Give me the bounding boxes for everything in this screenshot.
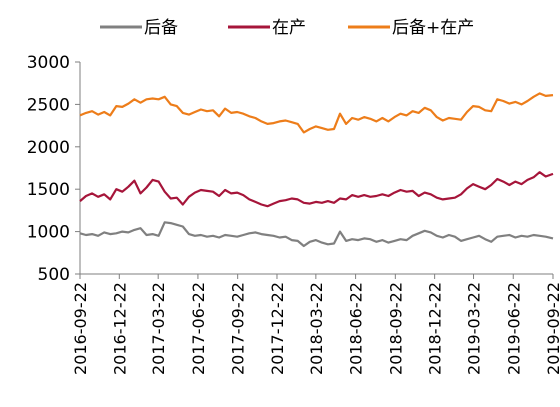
y-tick-label: 1000 xyxy=(27,223,70,243)
x-tick-label: 2018-12-22 xyxy=(426,282,445,375)
legend: 后备 在产 后备+在产 xyxy=(100,18,474,38)
x-tick-label: 2017-06-22 xyxy=(189,282,208,375)
legend-label: 后备+在产 xyxy=(392,18,474,38)
x-axis: 2016-09-22 2016-12-22 2017-03-22 2017-06-22… xyxy=(71,273,560,375)
series-line-1 xyxy=(79,221,554,248)
x-tick-label: 2016-09-22 xyxy=(71,282,90,375)
x-tick-label: 2019-09-22 xyxy=(544,282,560,375)
x-tick-label: 2017-09-22 xyxy=(229,282,248,375)
x-tick-label: 2019-03-22 xyxy=(465,282,484,375)
x-tick-label: 2018-03-22 xyxy=(307,282,326,375)
y-tick-label: 1500 xyxy=(27,180,70,200)
y-tick-label: 500 xyxy=(38,265,70,285)
plot-area xyxy=(79,92,554,248)
x-tick-label: 2017-12-22 xyxy=(268,282,287,375)
series-line-3 xyxy=(79,92,554,134)
x-tick-label: 2019-06-22 xyxy=(504,282,523,375)
y-axis: 500 1000 1500 2000 2500 3000 xyxy=(27,53,81,285)
series-line-2 xyxy=(79,171,554,208)
x-tick-label: 2018-06-22 xyxy=(347,282,366,375)
y-tick-label: 2000 xyxy=(27,138,70,158)
x-tick-label: 2018-09-22 xyxy=(386,282,405,375)
x-tick-label: 2017-03-22 xyxy=(149,282,168,375)
legend-label: 在产 xyxy=(272,18,306,38)
y-tick-label: 2500 xyxy=(27,95,70,115)
legend-label: 后备 xyxy=(144,18,178,38)
x-tick-label: 2016-12-22 xyxy=(110,282,129,375)
y-tick-label: 3000 xyxy=(27,53,70,73)
